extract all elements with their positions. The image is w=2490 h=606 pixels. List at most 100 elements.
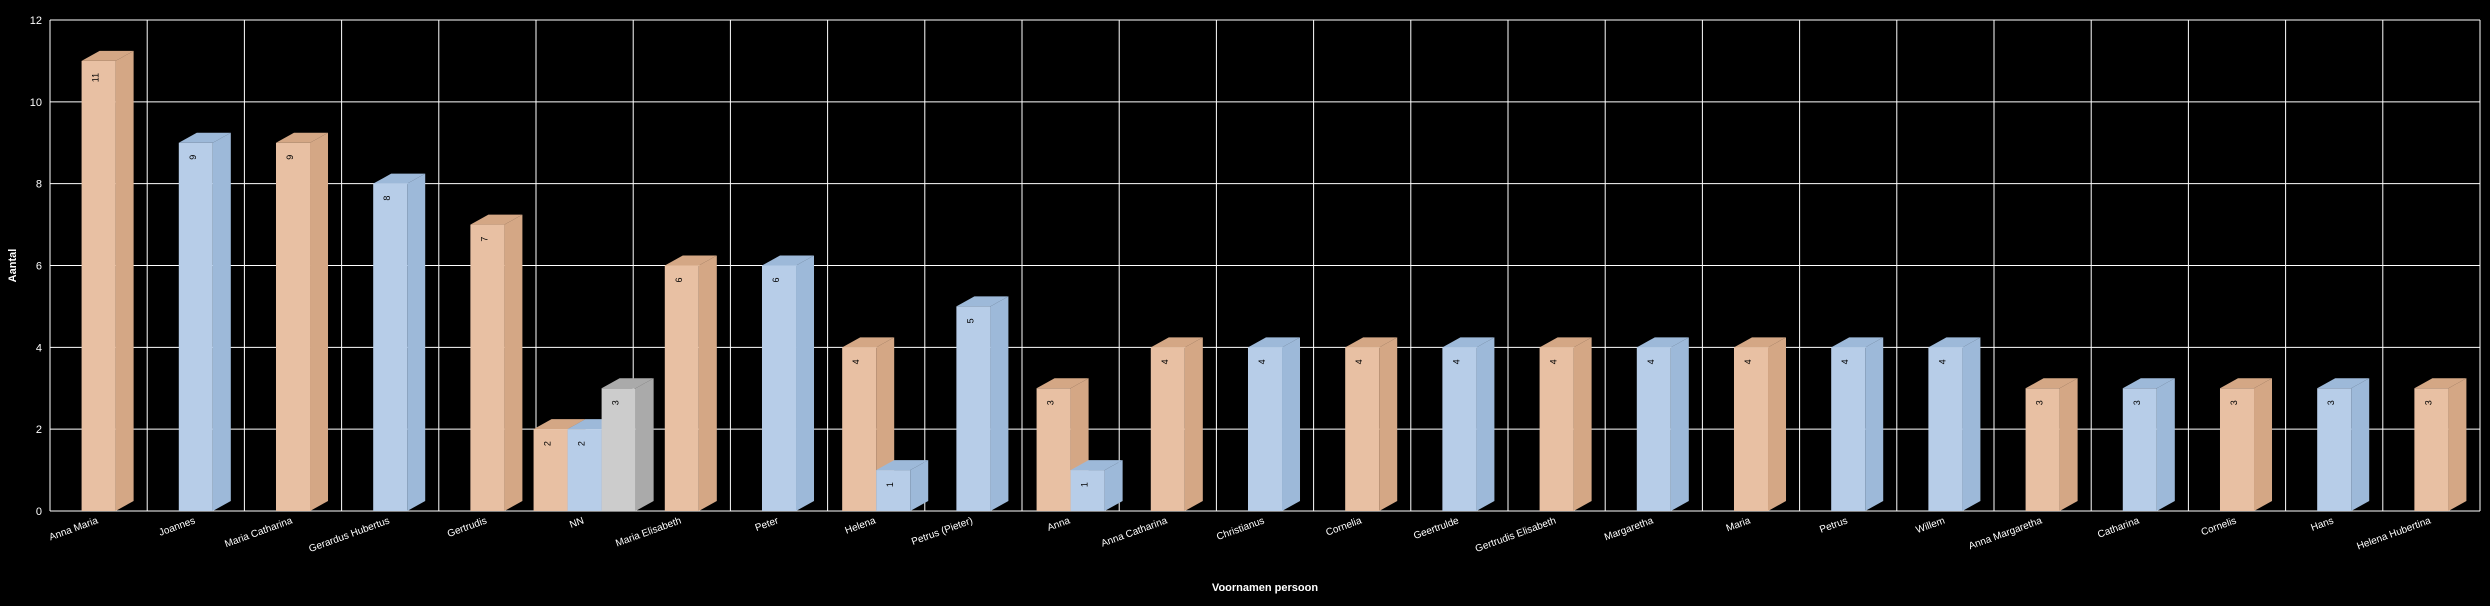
bar-side: [2060, 378, 2078, 511]
bar-front: [2220, 388, 2254, 511]
x-tick-label: Gerardus Hubertus: [308, 515, 392, 554]
bar-side: [116, 51, 134, 511]
x-tick-label: Anna Catharina: [1100, 515, 1169, 549]
x-tick-label: Maria Elisabeth: [614, 515, 683, 549]
y-axis-title: Aantal: [7, 249, 19, 283]
bar-side: [1671, 337, 1689, 511]
bar-side: [1768, 337, 1786, 511]
bar-side: [504, 215, 522, 511]
bar-front: [2317, 388, 2351, 511]
bar-value-label: 4: [1549, 359, 1559, 364]
x-tick-label: Maria: [1725, 515, 1753, 534]
bar-front: [1442, 347, 1476, 511]
x-tick-label: Helena: [844, 515, 878, 536]
bar-front: [82, 61, 116, 511]
bar-value-label: 3: [611, 400, 621, 405]
bar-side: [1185, 337, 1203, 511]
x-tick-label: Anna Margaretha: [1967, 515, 2044, 552]
x-tick-label: NN: [568, 515, 585, 530]
y-tick-label: 4: [36, 342, 42, 354]
bar-side: [1574, 337, 1592, 511]
bar-value-label: 4: [1451, 359, 1461, 364]
x-tick-label: Margaretha: [1603, 515, 1655, 543]
bar-value-label: 4: [1840, 359, 1850, 364]
bar-value-label: 7: [479, 237, 489, 242]
bar-side: [213, 133, 231, 511]
bar-value-label: 3: [2326, 400, 2336, 405]
bar-value-label: 6: [674, 278, 684, 283]
y-tick-label: 0: [36, 506, 42, 518]
bar-value-label: 3: [2035, 400, 2045, 405]
x-tick-label: Maria Catharina: [223, 515, 294, 550]
bar-front: [1248, 347, 1282, 511]
bar-front: [2414, 388, 2448, 511]
bar-front: [1071, 470, 1105, 511]
bar-front: [602, 388, 636, 511]
x-tick-label: Cornelis: [2200, 515, 2238, 538]
bar-value-label: 8: [382, 196, 392, 201]
bar-side: [1962, 337, 1980, 511]
bar-front: [2123, 388, 2157, 511]
y-tick-label: 12: [30, 15, 42, 27]
bar-front: [1037, 388, 1071, 511]
bar-value-label: 6: [771, 278, 781, 283]
bar-side: [1282, 337, 1300, 511]
bar-side: [310, 133, 328, 511]
bar-value-label: 4: [1743, 359, 1753, 364]
bar-front: [876, 470, 910, 511]
bar-value-label: 4: [1160, 359, 1170, 364]
bar-value-label: 4: [851, 359, 861, 364]
x-tick-label: Petrus: [1818, 515, 1849, 535]
x-tick-label: Willem: [1914, 515, 1946, 536]
bar-value-label: 4: [1354, 359, 1364, 364]
y-tick-label: 8: [36, 179, 42, 191]
x-tick-label: Christianus: [1215, 515, 1266, 542]
x-tick-label: Joannes: [158, 515, 197, 538]
bar-side: [1379, 337, 1397, 511]
bar-front: [956, 306, 990, 511]
bar-front: [470, 225, 504, 511]
bar-value-label: 9: [188, 155, 198, 160]
bar-value-label: 3: [2423, 400, 2433, 405]
x-tick-label: Gertrudis: [446, 515, 488, 539]
bar-side: [2448, 378, 2466, 511]
bar-front: [1345, 347, 1379, 511]
x-tick-label: Peter: [754, 515, 781, 534]
bar-front: [842, 347, 876, 511]
x-tick-label: Cornelia: [1324, 515, 1363, 538]
bar-value-label: 3: [2132, 400, 2142, 405]
bar-value-label: 2: [577, 441, 587, 446]
bar-side: [1476, 337, 1494, 511]
bar-value-label: 1: [1080, 482, 1090, 487]
y-tick-label: 6: [36, 261, 42, 273]
x-tick-label: Catharina: [2096, 515, 2141, 540]
bar-side: [407, 174, 425, 511]
bar-value-label: 4: [1646, 359, 1656, 364]
bar-value-label: 11: [91, 73, 101, 82]
x-tick-label: Helena Hubertina: [2356, 515, 2433, 552]
bar-value-label: 3: [2229, 400, 2239, 405]
bar-front: [1928, 347, 1962, 511]
bar-side: [636, 378, 654, 511]
bar-value-label: 5: [965, 318, 975, 323]
x-tick-label: Geertrulde: [1412, 515, 1461, 542]
bar-front: [373, 184, 407, 511]
chart-svg: 024681012AantalVoornamen persoon11Anna M…: [0, 0, 2490, 601]
bar-front: [1637, 347, 1671, 511]
bar-front: [1734, 347, 1768, 511]
x-tick-label: Anna Maria: [48, 515, 100, 543]
bar-front: [1540, 347, 1574, 511]
bar-value-label: 2: [543, 441, 553, 446]
bar-chart: 024681012AantalVoornamen persoon11Anna M…: [0, 0, 2490, 601]
bar-side: [699, 256, 717, 512]
bar-side: [2351, 378, 2369, 511]
bar-front: [276, 143, 310, 511]
bar-side: [2254, 378, 2272, 511]
x-tick-label: Anna: [1046, 515, 1072, 533]
bar-front: [762, 266, 796, 512]
bar-front: [1151, 347, 1185, 511]
bar-side: [2157, 378, 2175, 511]
bar-value-label: 4: [1257, 359, 1267, 364]
bar-value-label: 4: [1937, 359, 1947, 364]
bar-front: [179, 143, 213, 511]
